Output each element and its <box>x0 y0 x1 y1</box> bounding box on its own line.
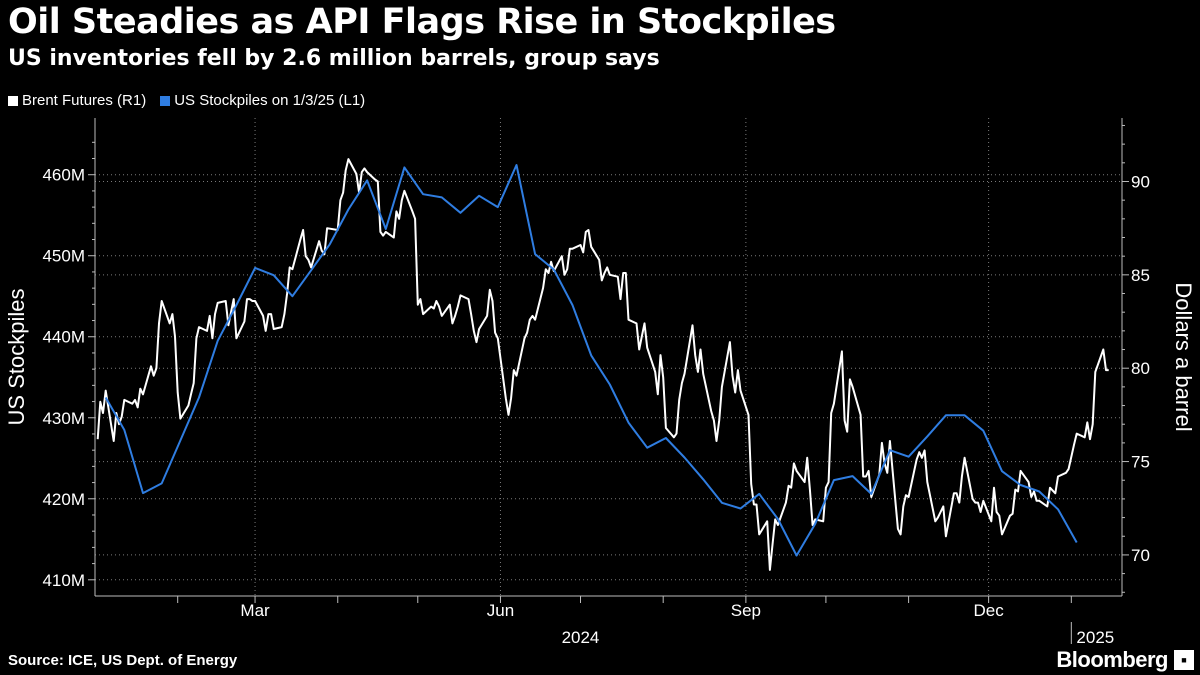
y-right-tick-label-3: 85 <box>1131 266 1150 285</box>
legend-swatch-brent <box>8 95 18 106</box>
x-year-label-1: 2025 <box>1076 628 1114 647</box>
x-tick-label-3: Dec <box>974 601 1005 620</box>
x-tick-label-1: Jun <box>487 601 514 620</box>
series-line-us-stockpiles <box>104 164 1078 557</box>
y-right-tick-label-2: 80 <box>1131 359 1150 378</box>
y-right-tick-label-0: 70 <box>1131 546 1150 565</box>
chart-subtitle: US inventories fell by 2.6 million barre… <box>8 46 660 71</box>
brand-mark-icon: ■ <box>1174 650 1194 670</box>
legend-label-stockpiles: US Stockpiles on 1/3/25 (L1) <box>174 92 366 109</box>
y-left-tick-label-5: 460M <box>42 166 85 185</box>
legend-swatch-stockpiles <box>160 95 171 106</box>
chart-title: Oil Steadies as API Flags Rise in Stockp… <box>8 2 836 42</box>
y-left-axis-title: US Stockpiles <box>4 289 29 426</box>
x-tick-label-0: Mar <box>240 601 270 620</box>
x-tick-label-2: Sep <box>731 601 761 620</box>
y-right-axis-title: Dollars a barrel <box>1171 282 1196 431</box>
legend-item-brent: Brent Futures (R1) <box>8 92 146 109</box>
y-left-tick-label-4: 450M <box>42 247 85 266</box>
y-left-tick-label-0: 410M <box>42 571 85 590</box>
legend-item-stockpiles: US Stockpiles on 1/3/25 (L1) <box>160 92 365 109</box>
x-year-label-0: 2024 <box>562 628 600 647</box>
legend: Brent Futures (R1) US Stockpiles on 1/3/… <box>8 92 379 109</box>
y-left-tick-label-2: 430M <box>42 409 85 428</box>
y-left-tick-label-1: 420M <box>42 490 85 509</box>
y-right-tick-label-4: 90 <box>1131 172 1150 191</box>
y-right-tick-label-1: 75 <box>1131 453 1150 472</box>
series-line-brent-futures <box>96 158 1109 571</box>
brand-logo: Bloomberg <box>1056 647 1168 672</box>
y-left-tick-label-3: 440M <box>42 328 85 347</box>
source-note: Source: ICE, US Dept. of Energy <box>8 652 238 669</box>
legend-label-brent: Brent Futures (R1) <box>22 92 147 109</box>
